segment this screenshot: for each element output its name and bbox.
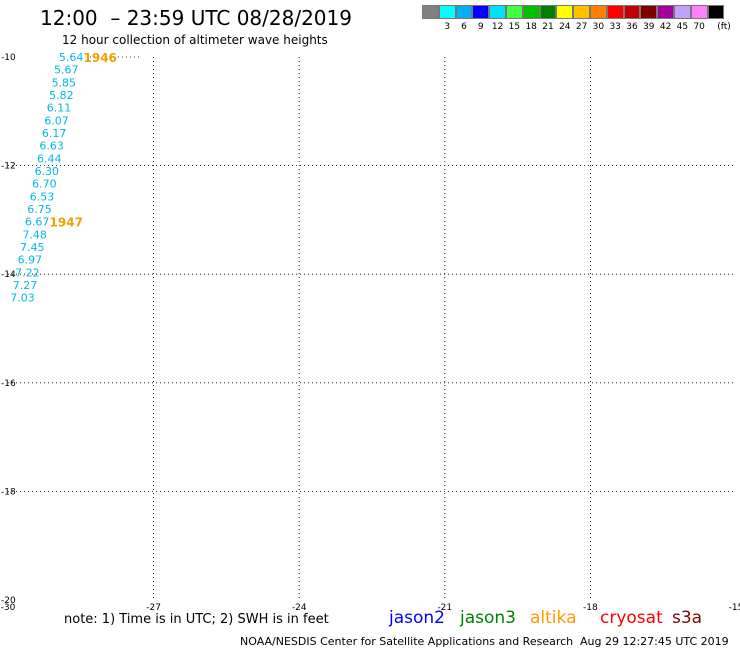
x-tick-label: -30: [1, 603, 16, 613]
wave-height-label: 6.30: [35, 165, 60, 178]
wave-height-label: 6.67: [25, 216, 50, 229]
wave-height-label: 7.22: [15, 267, 40, 280]
scale-swatch: [489, 5, 506, 19]
wave-height-label: 7.48: [22, 229, 47, 242]
wave-height-label: 6.44: [37, 153, 62, 166]
wave-height-label: 7.03: [10, 292, 35, 305]
scale-swatch: [623, 5, 641, 19]
scale-label: 30: [592, 22, 605, 32]
scale-swatch: [657, 5, 674, 19]
scale-label: 24: [559, 22, 571, 32]
wave-height-label: 6.75: [27, 203, 52, 216]
legend-item-jason2: jason2: [389, 608, 445, 628]
wave-height-label: 6.97: [18, 254, 43, 267]
x-tick-label: -15: [729, 603, 740, 613]
y-tick-label: -12: [1, 162, 16, 172]
legend-item-altika: altika: [530, 608, 577, 628]
scale-swatch: [690, 5, 708, 19]
scale-label: 18: [525, 22, 537, 32]
credit-text: NOAA/NESDIS Center for Satellite Applica…: [240, 635, 574, 648]
wave-height-label: 5.67: [54, 63, 79, 76]
pass-time-label: 1946: [84, 51, 117, 65]
scale-swatch: [455, 5, 473, 19]
legend-item-cryosat: cryosat: [600, 608, 663, 628]
legend-item-s3a: s3a: [672, 608, 703, 628]
scale-unit-label: (ft): [717, 22, 731, 32]
scale-swatch: [707, 5, 725, 19]
scale-label: 39: [643, 22, 655, 32]
scale-swatch: [505, 5, 523, 19]
y-tick-label: -10: [1, 53, 16, 63]
wave-height-label: 6.70: [32, 178, 57, 191]
x-tick-label: -24: [292, 603, 307, 613]
color-scale-bar: [422, 5, 725, 19]
wave-height-label: 5.64: [59, 51, 84, 64]
wave-height-label: 5.82: [49, 89, 74, 102]
scale-label: 3: [444, 22, 451, 32]
scale-label: 42: [659, 22, 672, 32]
wave-height-label: 6.53: [30, 191, 55, 204]
color-scale-labels: 3 6 9 12 15 18 21 24 27 30 33 36 39 42 45 70 (ft): [422, 22, 740, 34]
scale-label: 36: [626, 22, 638, 32]
scale-swatch: [539, 5, 557, 19]
scale-swatch: [422, 5, 439, 19]
legend-item-jason3: jason3: [460, 608, 516, 628]
scale-label: 15: [508, 22, 521, 32]
pass-time-label: 1947: [50, 216, 83, 230]
scale-label: 6: [461, 22, 467, 32]
wave-height-label: 6.17: [42, 127, 67, 140]
scale-label: 33: [609, 22, 621, 32]
wave-height-label: 6.07: [44, 115, 69, 128]
scale-swatch: [640, 5, 658, 19]
scale-swatch: [472, 5, 490, 19]
wave-height-label: 7.27: [13, 279, 38, 292]
generated-timestamp: Aug 29 12:27:45 UTC 2019: [580, 635, 729, 648]
x-tick-label: -18: [583, 603, 598, 613]
x-tick-label: -21: [437, 603, 452, 613]
scale-label: 9: [477, 22, 484, 32]
scale-swatch: [522, 5, 540, 19]
scale-swatch: [556, 5, 574, 19]
scale-label: 27: [575, 22, 588, 32]
note-text: note: 1) Time is in UTC; 2) SWH is in fe…: [64, 612, 329, 627]
y-tick-label: -14: [1, 270, 16, 280]
wave-height-label: 6.63: [39, 140, 64, 153]
wave-height-label: 7.45: [20, 241, 45, 254]
y-tick-label: -18: [1, 487, 16, 497]
scale-label: 70: [693, 22, 705, 32]
map-subtitle: 12 hour collection of altimeter wave hei…: [62, 33, 328, 47]
y-tick-label: -16: [1, 379, 16, 389]
scale-swatch: [606, 5, 624, 19]
scale-swatch: [438, 5, 456, 19]
scale-swatch: [589, 5, 607, 19]
x-tick-label: -27: [146, 603, 161, 613]
scale-swatch: [573, 5, 590, 19]
map-title: 12:00 – 23:59 UTC 08/28/2019: [40, 6, 352, 30]
scale-label: 12: [491, 22, 504, 32]
scale-swatch: [673, 5, 691, 19]
y-tick-label: -20: [1, 596, 16, 606]
wave-height-label: 6.11: [47, 101, 72, 114]
wave-height-label: 5.85: [52, 77, 77, 90]
scale-label: 21: [542, 22, 554, 32]
scale-label: 45: [676, 22, 689, 32]
